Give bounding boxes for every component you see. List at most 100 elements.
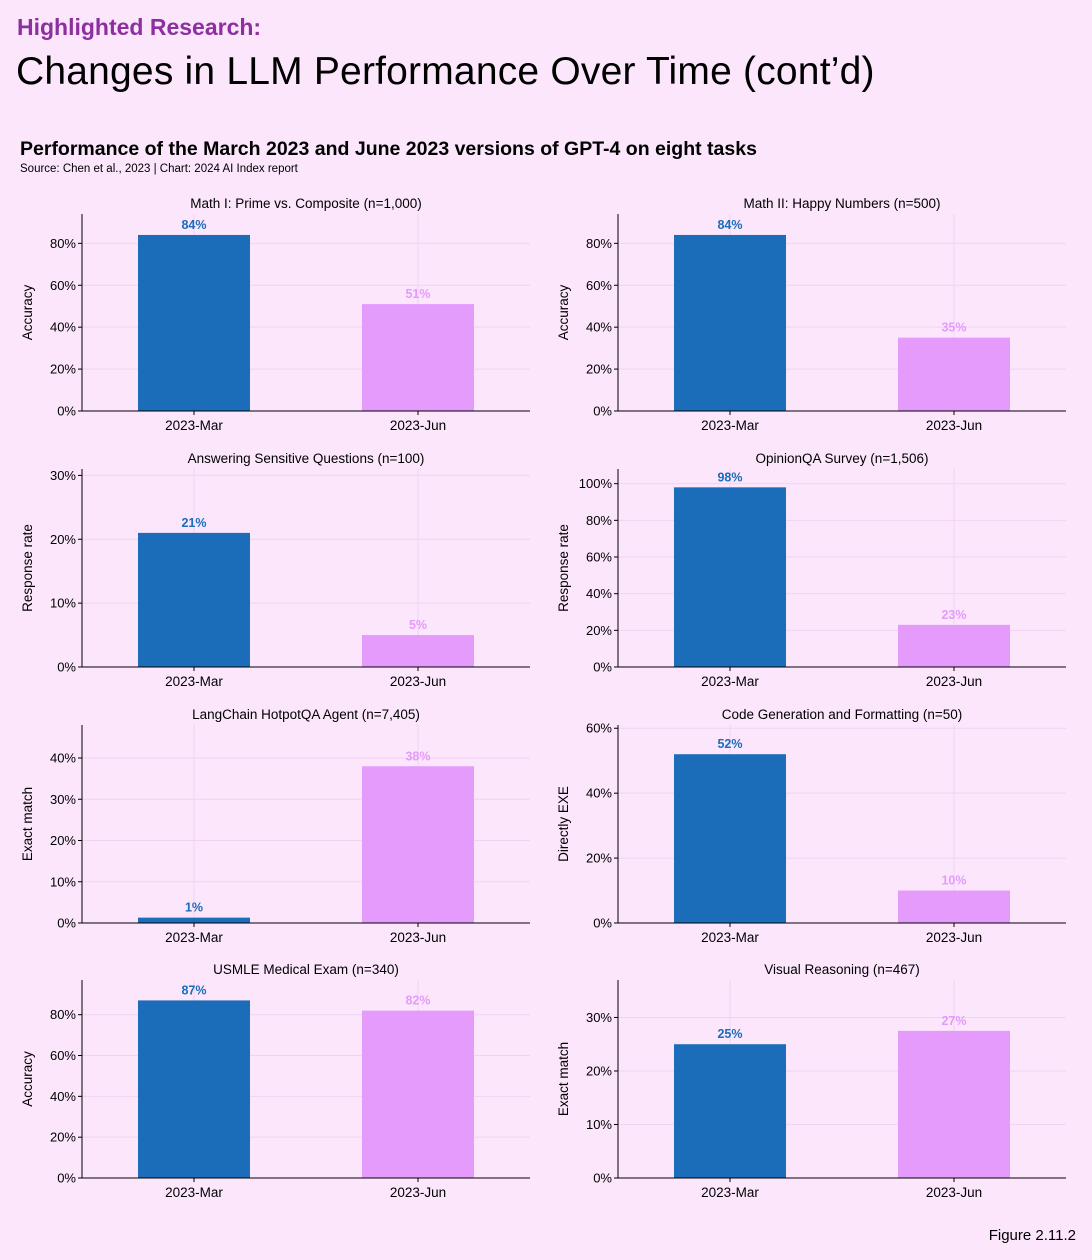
data-label: 82% <box>405 994 430 1008</box>
x-tick-label: 2023-Mar <box>701 418 759 433</box>
y-tick-label: 80% <box>586 513 612 528</box>
y-axis-label: Response rate <box>556 524 571 612</box>
chart-panel: Math II: Happy Numbers (n=500) 0% 20% 40% 60… <box>556 196 1066 433</box>
subplot-title: Math I: Prime vs. Composite (n=1,000) <box>190 196 421 211</box>
data-label: 52% <box>717 737 742 751</box>
subplot-title: Math II: Happy Numbers (n=500) <box>744 196 941 211</box>
y-tick-label: 100% <box>579 476 613 491</box>
data-label: 10% <box>941 874 966 888</box>
y-axis-label: Accuracy <box>20 1051 35 1107</box>
bar-2023-Jun <box>898 890 1010 923</box>
y-tick-label: 30% <box>586 1010 612 1025</box>
bar-2023-Mar <box>674 487 786 667</box>
y-tick-label: 20% <box>586 623 612 638</box>
x-tick-label: 2023-Jun <box>926 1185 982 1200</box>
y-tick-label: 60% <box>50 1048 76 1063</box>
y-tick-label: 40% <box>50 1089 76 1104</box>
subplot-title: Visual Reasoning (n=467) <box>764 962 919 977</box>
data-label: 1% <box>185 901 203 915</box>
subplot-title: USMLE Medical Exam (n=340) <box>213 962 399 977</box>
chart-panel: Code Generation and Formatting (n=50) 0% 2… <box>556 707 1066 945</box>
bar-2023-Mar <box>674 1044 786 1178</box>
chart-title: Performance of the March 2023 and June 2… <box>20 138 757 160</box>
data-label: 21% <box>181 516 206 530</box>
x-tick-label: 2023-Mar <box>165 418 223 433</box>
x-tick-label: 2023-Mar <box>701 674 759 689</box>
subplot-title: Answering Sensitive Questions (n=100) <box>188 451 425 466</box>
data-label: 5% <box>409 618 427 632</box>
y-tick-label: 80% <box>50 1007 76 1022</box>
y-tick-label: 30% <box>50 468 76 483</box>
x-tick-label: 2023-Mar <box>701 1185 759 1200</box>
y-tick-label: 10% <box>50 596 76 611</box>
y-tick-label: 10% <box>50 874 76 889</box>
data-label: 25% <box>717 1027 742 1041</box>
bar-2023-Jun <box>898 624 1010 667</box>
y-tick-label: 0% <box>57 404 76 419</box>
x-tick-label: 2023-Mar <box>701 930 759 945</box>
y-axis-label: Exact match <box>20 787 35 861</box>
y-tick-label: 0% <box>57 916 76 931</box>
data-label: 98% <box>717 470 742 484</box>
y-tick-label: 0% <box>593 916 612 931</box>
bar-2023-Mar <box>674 234 786 411</box>
data-label: 23% <box>941 608 966 622</box>
page-title: Changes in LLM Performance Over Time (co… <box>16 50 875 93</box>
data-label: 84% <box>717 218 742 232</box>
y-tick-label: 40% <box>50 320 76 335</box>
bar-2023-Mar <box>138 234 250 411</box>
x-tick-label: 2023-Mar <box>165 930 223 945</box>
y-axis-label: Response rate <box>20 524 35 612</box>
x-tick-label: 2023-Mar <box>165 674 223 689</box>
bar-2023-Mar <box>138 1000 250 1178</box>
data-label: 27% <box>941 1014 966 1028</box>
y-axis-label: Exact match <box>556 1042 571 1116</box>
bar-2023-Jun <box>898 1030 1010 1178</box>
y-tick-label: 60% <box>586 721 612 736</box>
y-tick-label: 20% <box>586 362 612 377</box>
chart-panel: Visual Reasoning (n=467) 0% 10% 20% 30% 25% 20… <box>556 962 1066 1200</box>
y-axis-label: Accuracy <box>20 284 35 340</box>
y-tick-label: 40% <box>586 586 612 601</box>
y-tick-label: 20% <box>50 362 76 377</box>
y-tick-label: 20% <box>50 532 76 547</box>
chart-panel: Math I: Prime vs. Composite (n=1,000) 0% 2… <box>20 196 530 433</box>
x-tick-label: 2023-Jun <box>926 418 982 433</box>
y-tick-label: 40% <box>586 320 612 335</box>
y-axis-label: Accuracy <box>556 284 571 340</box>
chart-panel: Answering Sensitive Questions (n=100) 0% 1… <box>20 451 530 689</box>
bar-2023-Mar <box>138 532 250 667</box>
subplot-title: Code Generation and Formatting (n=50) <box>722 707 963 722</box>
data-label: 35% <box>941 321 966 335</box>
x-tick-label: 2023-Jun <box>390 930 446 945</box>
y-tick-label: 0% <box>593 404 612 419</box>
x-tick-label: 2023-Jun <box>390 674 446 689</box>
x-tick-label: 2023-Jun <box>926 674 982 689</box>
y-tick-label: 20% <box>50 1130 76 1145</box>
x-tick-label: 2023-Jun <box>926 930 982 945</box>
bar-2023-Jun <box>362 766 474 923</box>
bar-2023-Jun <box>362 304 474 411</box>
section-kicker: Highlighted Research: <box>17 14 262 40</box>
y-tick-label: 10% <box>586 1117 612 1132</box>
y-tick-label: 60% <box>50 278 76 293</box>
y-tick-label: 40% <box>586 786 612 801</box>
data-label: 38% <box>405 749 430 763</box>
y-tick-label: 20% <box>50 833 76 848</box>
y-tick-label: 0% <box>593 1171 612 1186</box>
data-label: 87% <box>181 983 206 997</box>
y-tick-label: 40% <box>50 751 76 766</box>
y-tick-label: 20% <box>586 851 612 866</box>
subplot-title: OpinionQA Survey (n=1,506) <box>756 451 929 466</box>
chart-panel: OpinionQA Survey (n=1,506) 0% 20% 40% 60% 80%… <box>556 451 1066 689</box>
y-tick-label: 80% <box>50 236 76 251</box>
x-tick-label: 2023-Mar <box>165 1185 223 1200</box>
subplot-title: LangChain HotpotQA Agent (n=7,405) <box>192 707 420 722</box>
bar-2023-Jun <box>898 337 1010 411</box>
x-tick-label: 2023-Jun <box>390 1185 446 1200</box>
y-axis-label: Directly EXE <box>556 786 571 862</box>
chart-panel: USMLE Medical Exam (n=340) 0% 20% 40% 60% 80%… <box>20 962 530 1200</box>
y-tick-label: 0% <box>57 660 76 675</box>
figure-label: Figure 2.11.2 <box>988 1227 1076 1244</box>
